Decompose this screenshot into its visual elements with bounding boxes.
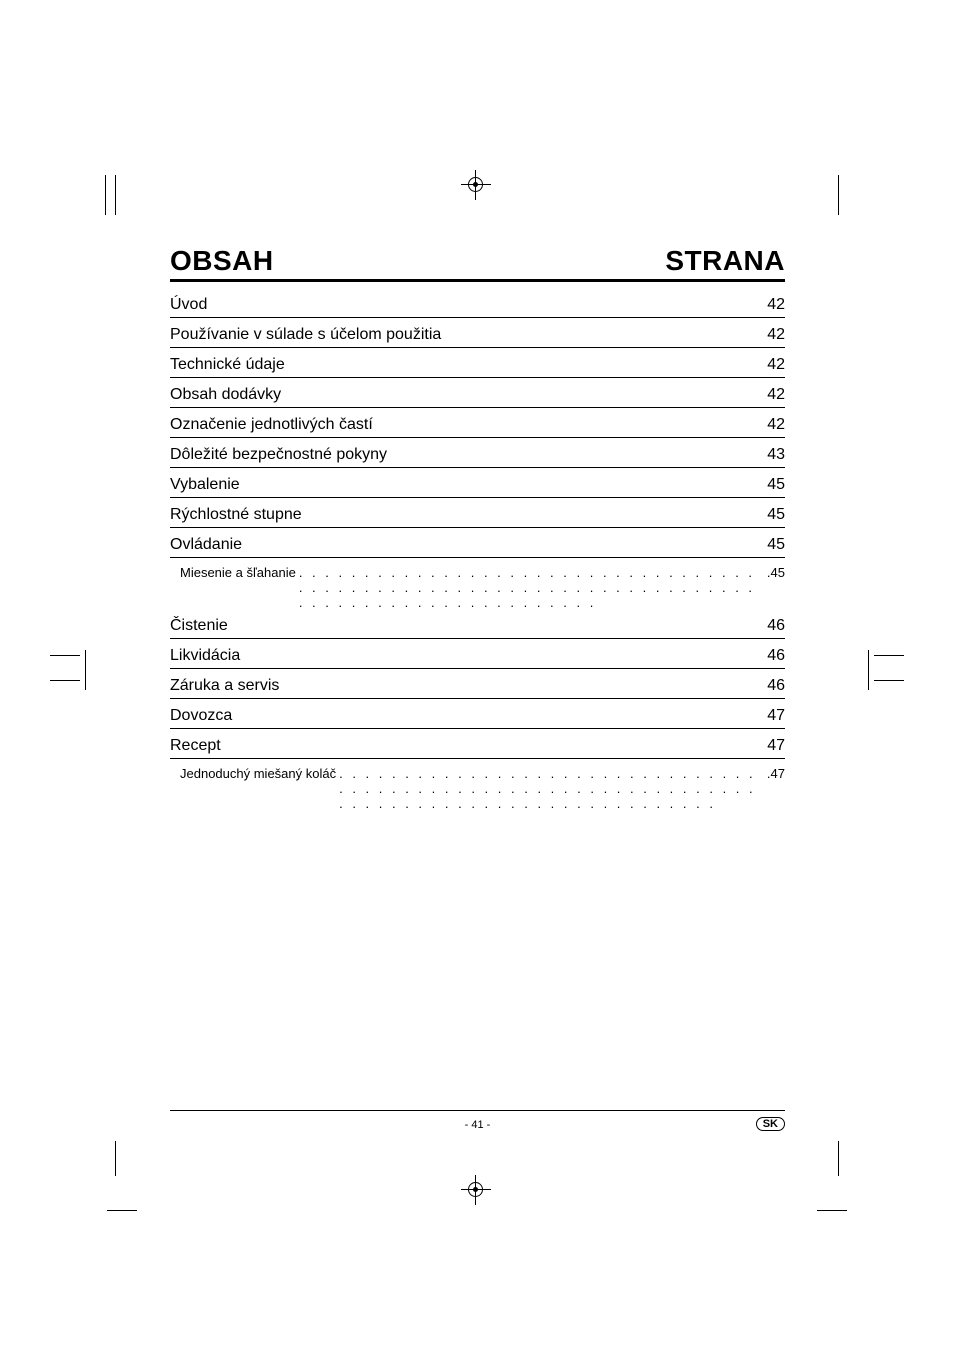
- toc-sub-label: Miesenie a šľahanie: [180, 565, 296, 580]
- toc-sub-entry: Jednoduchý miešaný koláč . . . . . . . .…: [170, 766, 785, 811]
- toc-sub-dots: . . . . . . . . . . . . . . . . . . . . …: [296, 565, 767, 610]
- toc-container: Úvod42Používanie v súlade s účelom použi…: [170, 296, 785, 811]
- content-area: OBSAH STRANA Úvod42Používanie v súlade s…: [170, 245, 785, 818]
- toc-page: 45: [767, 506, 785, 524]
- footer: - 41 - SK: [170, 1110, 785, 1131]
- toc-label: Záruka a servis: [170, 677, 279, 695]
- toc-entry: Úvod 42: [170, 296, 785, 318]
- toc-page: 43: [767, 446, 785, 464]
- toc-sub-dots: . . . . . . . . . . . . . . . . . . . . …: [336, 766, 767, 811]
- toc-entry: Technické údaje 42: [170, 356, 785, 378]
- toc-sub-page: .47: [767, 766, 785, 781]
- toc-entry: Likvidácia 46: [170, 647, 785, 669]
- toc-entry: Recept 47: [170, 737, 785, 759]
- toc-page: 42: [767, 356, 785, 374]
- toc-label: Ovládanie: [170, 536, 242, 554]
- toc-label: Dovozca: [170, 707, 232, 725]
- toc-sub-page: .45: [767, 565, 785, 580]
- toc-entry: Dôležité bezpečnostné pokyny 43: [170, 446, 785, 468]
- page-number: - 41 -: [465, 1119, 491, 1131]
- toc-entry: Obsah dodávky 42: [170, 386, 785, 408]
- header-left: OBSAH: [170, 245, 274, 277]
- toc-page: 46: [767, 647, 785, 665]
- toc-page: 45: [767, 476, 785, 494]
- toc-page: 47: [767, 707, 785, 725]
- toc-label: Dôležité bezpečnostné pokyny: [170, 446, 387, 464]
- header-right: STRANA: [665, 245, 785, 277]
- toc-page: 42: [767, 296, 785, 314]
- registration-mark-top: [446, 170, 506, 200]
- toc-label: Vybalenie: [170, 476, 240, 494]
- toc-page: 46: [767, 617, 785, 635]
- toc-entry: Používanie v súlade s účelom použitia 42: [170, 326, 785, 348]
- header-row: OBSAH STRANA: [170, 245, 785, 282]
- toc-entry: Rýchlostné stupne 45: [170, 506, 785, 528]
- toc-page: 42: [767, 326, 785, 344]
- toc-label: Technické údaje: [170, 356, 285, 374]
- language-code: SK: [756, 1117, 785, 1131]
- toc-entry: Záruka a servis 46: [170, 677, 785, 699]
- toc-entry: Čistenie 46: [170, 617, 785, 639]
- toc-label: Obsah dodávky: [170, 386, 281, 404]
- toc-page: 47: [767, 737, 785, 755]
- toc-label: Úvod: [170, 296, 207, 314]
- toc-label: Používanie v súlade s účelom použitia: [170, 326, 441, 344]
- toc-page: 46: [767, 677, 785, 695]
- toc-label: Označenie jednotlivých častí: [170, 416, 373, 434]
- toc-label: Rýchlostné stupne: [170, 506, 302, 524]
- toc-entry: Dovozca 47: [170, 707, 785, 729]
- toc-entry: Ovládanie 45: [170, 536, 785, 558]
- toc-page: 42: [767, 416, 785, 434]
- toc-page: 42: [767, 386, 785, 404]
- toc-sub-entry: Miesenie a šľahanie . . . . . . . . . . …: [170, 565, 785, 610]
- toc-label: Likvidácia: [170, 647, 240, 665]
- toc-label: Recept: [170, 737, 221, 755]
- toc-sub-label: Jednoduchý miešaný koláč: [180, 766, 336, 781]
- toc-entry: Označenie jednotlivých častí 42: [170, 416, 785, 438]
- registration-mark-bottom: [446, 1175, 506, 1205]
- toc-label: Čistenie: [170, 617, 228, 635]
- toc-page: 45: [767, 536, 785, 554]
- toc-entry: Vybalenie 45: [170, 476, 785, 498]
